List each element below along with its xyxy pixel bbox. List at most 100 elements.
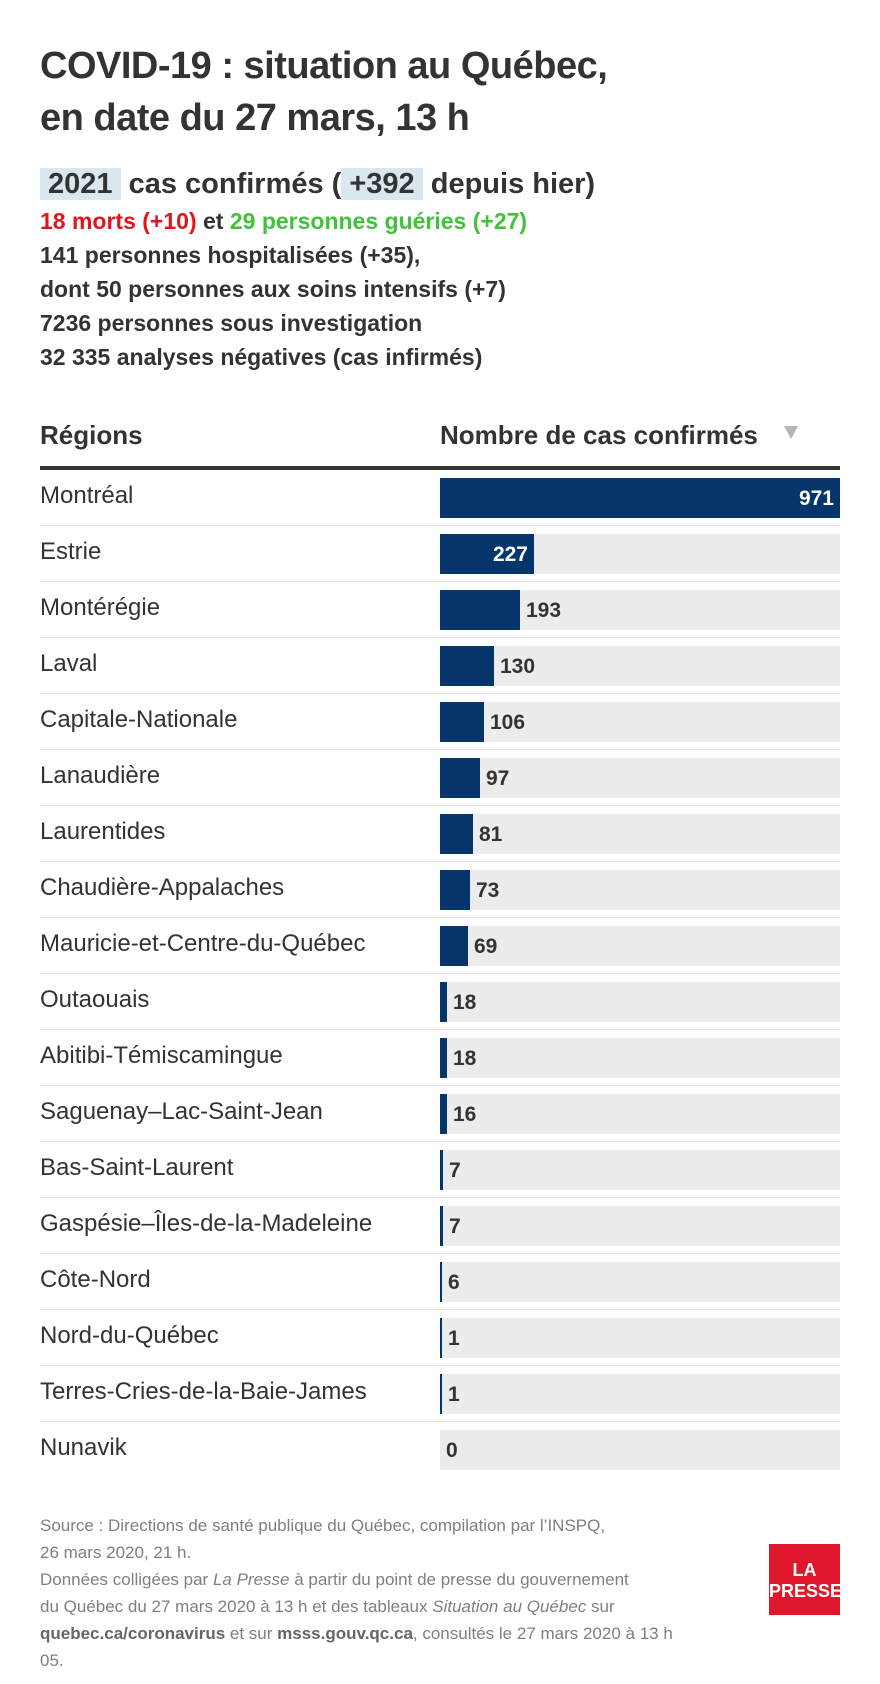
data-text-a: Données colligées par: [40, 1570, 213, 1589]
confirmed-line: 2021 cas confirmés (+392 depuis hier): [40, 164, 840, 204]
value-label: 97: [486, 767, 510, 790]
table-row: Terres-Cries-de-la-Baie-James 1: [40, 1366, 840, 1422]
table-row: Capitale-Nationale 106: [40, 694, 840, 750]
bar-track: 0: [440, 1430, 840, 1470]
table-row: Abitibi-Témiscamingue 18: [40, 1030, 840, 1086]
bar: [440, 1038, 447, 1078]
new-cases-label: depuis hier): [430, 168, 596, 200]
region-label: Terres-Cries-de-la-Baie-James: [40, 1378, 367, 1405]
value-label: 73: [476, 879, 500, 902]
data-text-c: à partir du point de presse du gouvernem…: [289, 1570, 629, 1589]
value-label: 18: [453, 991, 477, 1014]
table-row: Montréal 971: [40, 470, 840, 526]
bar-track: 16: [440, 1094, 840, 1134]
table-row: Estrie 227: [40, 526, 840, 582]
bar: [440, 1206, 443, 1246]
hospitalized-text: 141 personnes hospitalisées (+35),: [40, 242, 421, 268]
data-text-g: et sur: [225, 1624, 278, 1643]
confirmed-label: cas confirmés (: [128, 168, 342, 200]
value-label: 1: [448, 1383, 460, 1406]
sort-descending-icon[interactable]: [784, 426, 798, 439]
table-row: Gaspésie–Îles-de-la-Madeleine 7: [40, 1198, 840, 1254]
bar-track: 7: [440, 1150, 840, 1190]
region-label: Outaouais: [40, 986, 150, 1013]
bar-track: 81: [440, 814, 840, 854]
region-label: Mauricie-et-Centre-du-Québec: [40, 930, 366, 957]
table-row: Laurentides 81: [40, 806, 840, 862]
bar: [440, 926, 468, 966]
value-label: 7: [449, 1215, 461, 1238]
table-row: Bas-Saint-Laurent 7: [40, 1142, 840, 1198]
bar-track: 18: [440, 1038, 840, 1078]
page-title: COVID-19 : situation au Québec, en date …: [40, 40, 840, 144]
table-header: Régions Nombre de cas confirmés: [40, 410, 840, 470]
value-label: 193: [526, 599, 562, 622]
region-label: Laurentides: [40, 818, 166, 845]
title-line-1: COVID-19 : situation au Québec,: [40, 45, 608, 87]
table-row: Nunavik 0: [40, 1422, 840, 1478]
value-label: 69: [474, 935, 498, 958]
bar-chart: Montréal 971 Estrie 227 Montérégie 193 Laval 13…: [40, 470, 840, 1478]
value-label: 18: [453, 1047, 477, 1070]
logo-line-2: PRESSE: [769, 1581, 843, 1601]
bar-track: 97: [440, 758, 840, 798]
source-text-2: 26 mars 2020, 21 h.: [40, 1543, 192, 1562]
region-label: Abitibi-Témiscamingue: [40, 1042, 283, 1069]
bar: [440, 534, 534, 574]
region-label: Bas-Saint-Laurent: [40, 1154, 234, 1181]
bar-track: 69: [440, 926, 840, 966]
table-row: Nord-du-Québec 1: [40, 1310, 840, 1366]
table-row: Lanaudière 97: [40, 750, 840, 806]
table-row: Côte-Nord 6: [40, 1254, 840, 1310]
data-text-e: Situation au Québec: [432, 1597, 587, 1616]
table-row: Chaudière-Appalaches 73: [40, 862, 840, 918]
summary: 2021 cas confirmés (+392 depuis hier) 18…: [40, 164, 840, 374]
region-label: Lanaudière: [40, 762, 161, 789]
bar-track: 7: [440, 1206, 840, 1246]
region-label: Nunavik: [40, 1434, 127, 1461]
region-label: Montréal: [40, 482, 134, 509]
intensive-care-text: dont 50 personnes aux soins intensifs (+…: [40, 276, 506, 302]
table-row: Montérégie 193: [40, 582, 840, 638]
bar-track: 1: [440, 1318, 840, 1358]
bar-track: 106: [440, 702, 840, 742]
title-line-2: en date du 27 mars, 13 h: [40, 97, 470, 139]
investigation-text: 7236 personnes sous investigation: [40, 310, 423, 336]
negative-text: 32 335 analyses négatives (cas infirmés): [40, 344, 483, 370]
value-label: 16: [453, 1103, 477, 1126]
column-header-region[interactable]: Régions: [40, 420, 143, 450]
value-label: 6: [448, 1271, 460, 1294]
value-label: 130: [500, 655, 536, 678]
bar-track: 6: [440, 1262, 840, 1302]
new-cases-count: +392: [341, 168, 423, 200]
header: COVID-19 : situation au Québec, en date …: [40, 40, 840, 374]
data-text-f: sur: [586, 1597, 615, 1616]
bar: [440, 1094, 447, 1134]
region-label: Montérégie: [40, 594, 161, 621]
value-label: 81: [479, 823, 503, 846]
value-label: 971: [798, 487, 834, 510]
region-label: Capitale-Nationale: [40, 706, 238, 733]
value-label: 106: [490, 711, 526, 734]
bar: [440, 646, 494, 686]
region-label: Côte-Nord: [40, 1266, 151, 1293]
bar-track: 193: [440, 590, 840, 630]
connector-text: et: [203, 208, 224, 234]
bar: [440, 870, 470, 910]
link-msss[interactable]: msss.gouv.qc.ca: [277, 1624, 413, 1643]
bar: [440, 758, 480, 798]
link-quebec[interactable]: quebec.ca/coronavirus: [40, 1624, 226, 1643]
table-row: Saguenay–Lac-Saint-Jean 16: [40, 1086, 840, 1142]
value-label: 227: [492, 543, 528, 566]
bar: [440, 814, 473, 854]
data-text-h: , consultés le 27 mars 2020 à 13 h 05.: [40, 1624, 673, 1670]
recovered-text: 29 personnes guéries (+27): [229, 208, 528, 234]
region-label: Estrie: [40, 538, 102, 565]
table-row: Outaouais 18: [40, 974, 840, 1030]
logo-line-1: LA: [792, 1560, 817, 1580]
deaths-text: 18 morts (+10): [40, 208, 197, 234]
bar: [440, 1150, 443, 1190]
region-label: Gaspésie–Îles-de-la-Madeleine: [40, 1210, 373, 1237]
outcomes-line: 18 morts (+10) et 29 personnes guéries (…: [40, 204, 840, 238]
column-header-count[interactable]: Nombre de cas confirmés: [440, 420, 758, 450]
